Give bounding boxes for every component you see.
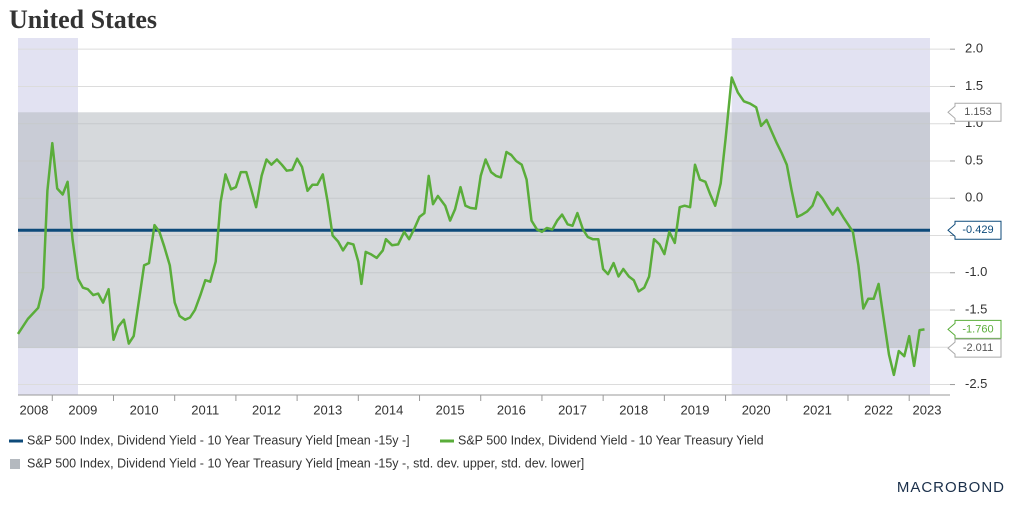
value-tag-label: -1.760: [962, 323, 993, 335]
legend-swatch: [10, 459, 20, 469]
x-tick-label: 2023: [913, 402, 942, 417]
value-tag: [947, 102, 1002, 122]
x-tick-label: 2016: [497, 402, 526, 417]
x-tick-label: 2019: [681, 402, 710, 417]
x-tick-label: 2012: [252, 402, 281, 417]
value-tag: [947, 220, 1002, 240]
x-tick-label: 2021: [803, 402, 832, 417]
x-tick-label: 2018: [619, 402, 648, 417]
series-line: [16, 76, 925, 377]
y-tick-label: -1.0: [965, 264, 987, 279]
y-tick-label: -1.5: [965, 301, 987, 316]
value-tag-label: 1.153: [964, 106, 992, 118]
value-tag: [947, 319, 1002, 339]
value-tag-label: -0.429: [962, 224, 993, 236]
x-tick-label: 2011: [191, 402, 219, 417]
legend-label: S&P 500 Index, Dividend Yield - 10 Year …: [458, 433, 764, 447]
x-tick-label: 2017: [558, 402, 587, 417]
x-tick-label: 2014: [374, 402, 403, 417]
y-tick-label: -2.5: [965, 376, 987, 391]
y-tick-label: 0.0: [965, 190, 983, 205]
x-tick-label: 2013: [313, 402, 342, 417]
chart-title: United States: [9, 5, 157, 34]
x-tick-label: 2015: [436, 402, 465, 417]
legend-label: S&P 500 Index, Dividend Yield - 10 Year …: [27, 433, 410, 447]
y-tick-label: 1.5: [965, 78, 983, 93]
value-tag: [947, 338, 1002, 358]
value-tag-label: -2.011: [963, 342, 993, 354]
x-tick-label: 2020: [742, 402, 771, 417]
y-tick-label: 0.5: [965, 152, 983, 167]
x-tick-label: 2008: [20, 402, 49, 417]
x-tick-label: 2022: [864, 402, 893, 417]
legend-label: S&P 500 Index, Dividend Yield - 10 Year …: [27, 456, 584, 470]
y-tick-label: 2.0: [965, 41, 983, 56]
source-logo: MACROBOND: [897, 479, 1005, 496]
x-tick-label: 2009: [68, 402, 97, 417]
x-tick-label: 2010: [130, 402, 159, 417]
